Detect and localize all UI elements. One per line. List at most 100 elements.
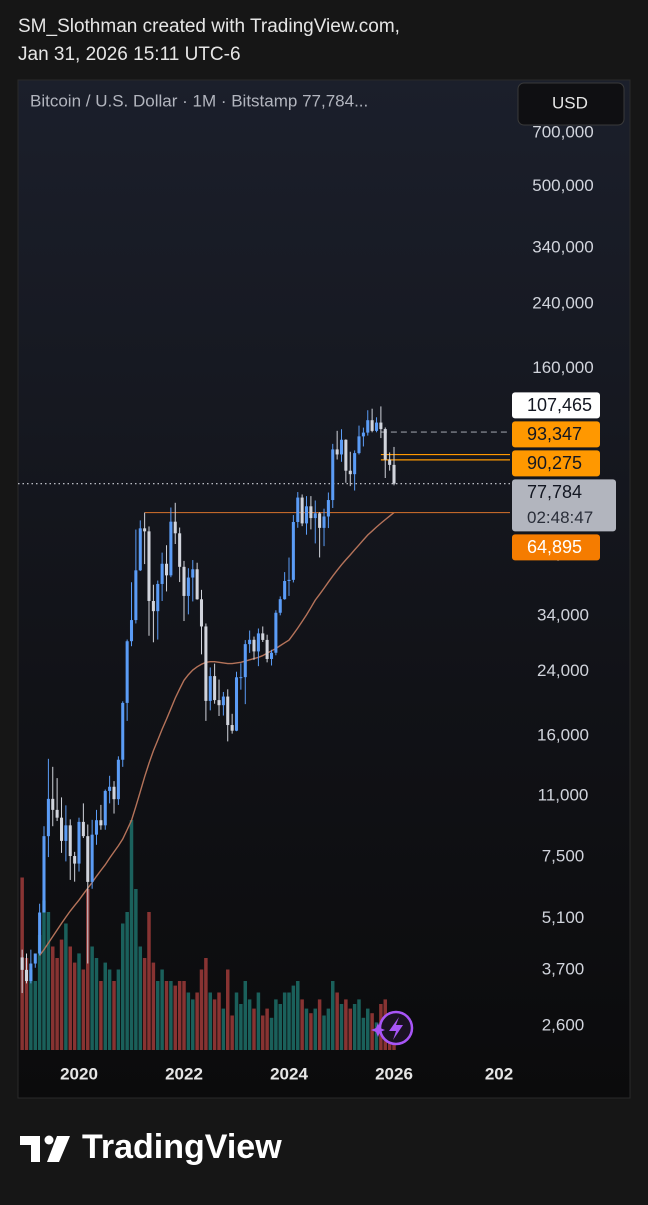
candle-body — [29, 963, 33, 982]
volume-bar — [191, 999, 195, 1050]
candle-body — [309, 506, 313, 519]
price-label: 90,275 — [527, 453, 582, 473]
volume-bar — [326, 1008, 331, 1050]
volume-bar — [138, 946, 143, 1050]
volume-bar — [81, 969, 86, 1050]
x-tick-label: 202 — [485, 1064, 513, 1083]
candle-body — [230, 725, 234, 731]
candle-body — [274, 612, 278, 653]
y-tick-label: 5,100 — [542, 908, 585, 927]
volume-bar — [72, 962, 77, 1050]
candle-body — [186, 577, 190, 596]
candle-body — [129, 620, 134, 642]
currency-button[interactable] — [517, 82, 625, 126]
candle-body — [68, 825, 72, 857]
volume-bar — [309, 1013, 313, 1050]
volume-bar — [77, 953, 81, 1050]
candle-body — [90, 834, 94, 882]
y-tick-label: 500,000 — [532, 176, 593, 195]
candle-body — [243, 644, 247, 678]
volume-bar — [42, 900, 46, 1050]
candle-body — [326, 500, 330, 517]
candle-body — [375, 422, 379, 431]
volume-bar — [103, 962, 107, 1050]
volume-bar — [94, 958, 99, 1050]
candle-body — [261, 633, 265, 640]
volume-bar — [287, 992, 291, 1050]
volume-bar — [204, 958, 208, 1050]
volume-bar — [339, 1004, 344, 1050]
volume-bar — [169, 981, 173, 1050]
volume-bar — [322, 1015, 326, 1050]
volume-bar — [64, 923, 68, 1050]
volume-bar — [129, 820, 134, 1050]
currency-label[interactable]: USD — [552, 93, 588, 112]
volume-bar — [256, 992, 261, 1050]
volume-bar — [348, 1008, 353, 1050]
candle-body — [217, 700, 221, 706]
candle-body — [335, 449, 339, 455]
y-tick-label: 7,500 — [542, 847, 585, 866]
legend-title: Bitcoin / U.S. Dollar · 1M · Bitstamp 77… — [30, 91, 368, 110]
volume-bar — [182, 981, 186, 1050]
assistant-icon[interactable] — [371, 1010, 414, 1046]
candle-body — [296, 497, 300, 522]
price-label: 107,465 — [527, 395, 592, 415]
volume-bar — [261, 1015, 265, 1050]
candle-body — [304, 506, 309, 524]
volume-bar — [239, 1004, 243, 1050]
candle-body — [344, 439, 348, 471]
candle-body — [283, 580, 287, 600]
volume-bar — [68, 946, 72, 1050]
volume-bar — [230, 1015, 234, 1050]
candle-body — [99, 820, 103, 826]
y-tick-label: 2,600 — [542, 1016, 585, 1035]
candle-body — [160, 563, 164, 584]
volume-bar — [51, 946, 55, 1050]
volume-bar — [208, 992, 213, 1050]
candle-body — [270, 652, 274, 659]
volume-bar — [243, 981, 248, 1050]
volume-bar — [374, 1022, 379, 1050]
candle-body — [121, 702, 125, 760]
y-tick-label: 3,700 — [542, 959, 585, 978]
candle-body — [46, 798, 50, 837]
candle-body — [182, 566, 186, 596]
price-label-box — [512, 392, 600, 419]
y-tick-label: 160,000 — [532, 358, 593, 377]
volume-bar — [186, 992, 191, 1050]
candle-body — [151, 600, 155, 612]
candle-body — [94, 820, 99, 835]
volume-bar — [116, 969, 121, 1050]
volume-bar — [195, 992, 199, 1050]
candle-body — [33, 953, 37, 964]
candle-body — [248, 639, 252, 645]
candle-body — [370, 420, 374, 431]
volume-bar — [357, 999, 361, 1050]
candle-body — [287, 579, 291, 581]
candle-body — [339, 439, 344, 455]
countdown-label: 02:48:47 — [527, 508, 593, 527]
volume-bar — [156, 981, 160, 1050]
volume-bar — [278, 1004, 282, 1050]
candle-body — [278, 599, 282, 613]
volume-bar — [252, 1008, 256, 1050]
volume-bar — [265, 1008, 269, 1050]
price-label-box — [512, 534, 600, 561]
volume-bar — [282, 992, 287, 1050]
candle-body — [169, 521, 173, 576]
volume-bar — [370, 1013, 374, 1050]
candle-body — [38, 912, 42, 954]
price-label: 93,347 — [527, 424, 582, 444]
candle-body — [116, 759, 120, 800]
footer-logo — [20, 1135, 70, 1162]
candle-body — [178, 533, 182, 567]
candle-body — [239, 677, 243, 679]
plot — [18, 406, 510, 1050]
volume-bar — [221, 1008, 226, 1050]
candle-body — [322, 516, 326, 528]
volume-bar — [86, 889, 90, 1050]
candle-body — [204, 626, 208, 701]
